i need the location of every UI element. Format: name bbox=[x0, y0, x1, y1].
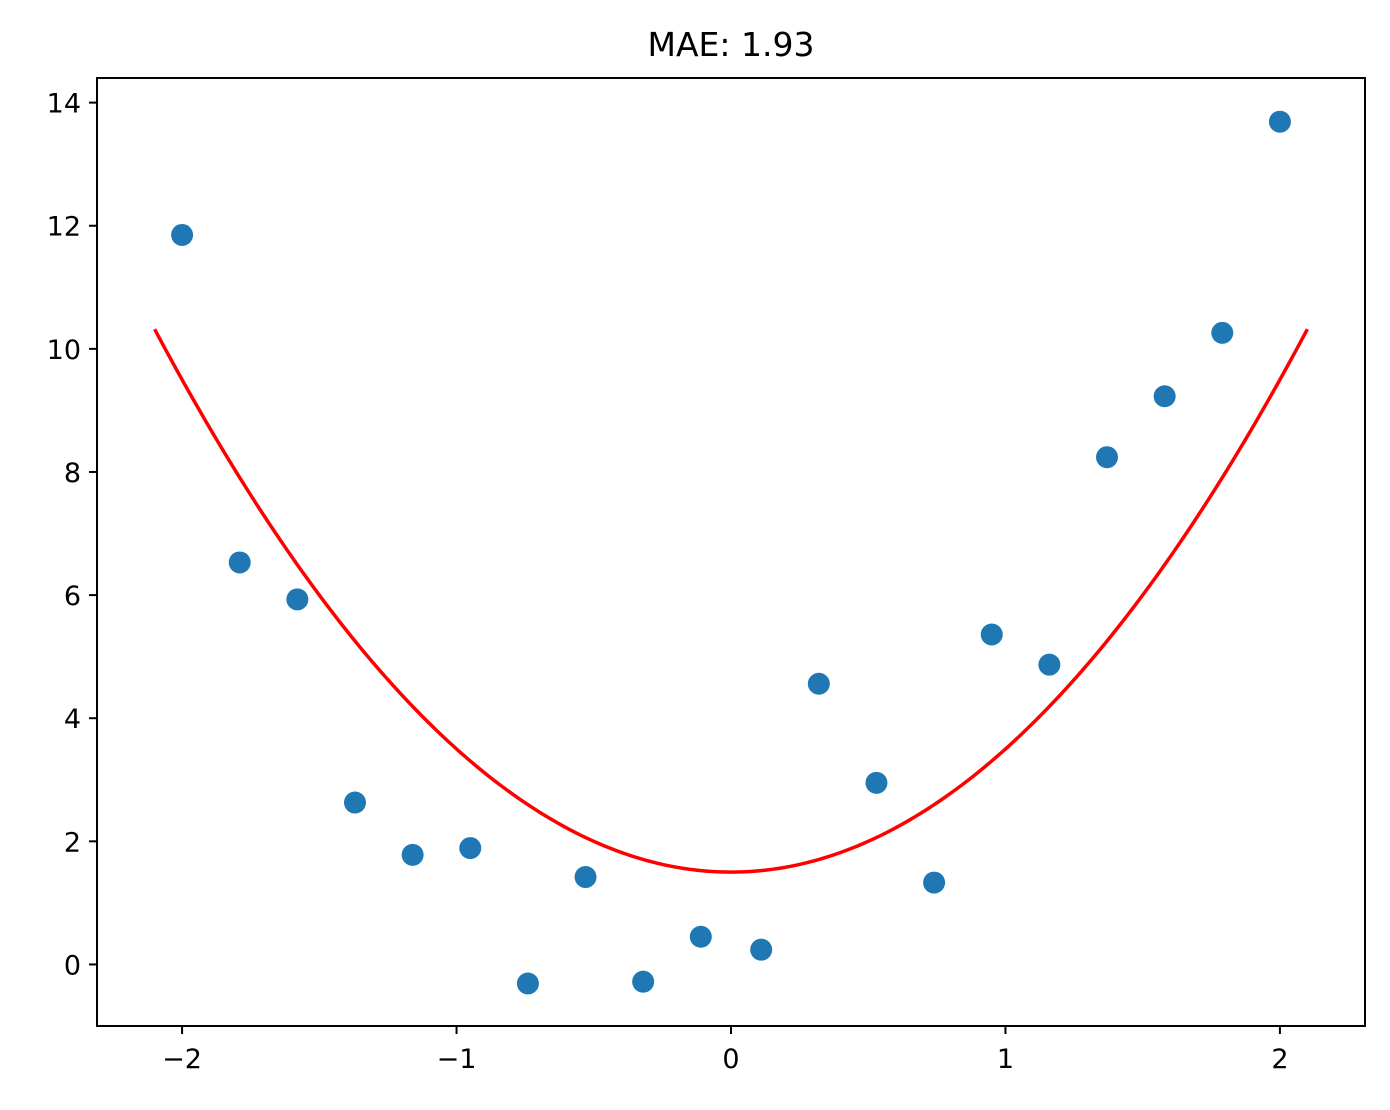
data-point bbox=[923, 871, 946, 894]
data-point bbox=[750, 938, 773, 961]
y-tick-label: 12 bbox=[47, 212, 81, 243]
y-tick-label: 2 bbox=[64, 827, 81, 858]
y-tick-label: 8 bbox=[64, 458, 81, 489]
data-point bbox=[632, 970, 655, 993]
data-point bbox=[171, 223, 194, 246]
x-tick-label: 0 bbox=[722, 1044, 739, 1075]
data-point bbox=[228, 551, 251, 574]
data-point bbox=[689, 925, 712, 948]
data-point bbox=[1096, 446, 1119, 469]
plot-area bbox=[153, 110, 1309, 995]
y-axis: 0 2 4 6 8 10 12 14 bbox=[47, 89, 97, 981]
data-point bbox=[574, 866, 597, 889]
data-point bbox=[980, 623, 1003, 646]
data-point bbox=[286, 588, 309, 611]
x-axis: −2 −1 0 1 2 bbox=[162, 1026, 1289, 1075]
data-point bbox=[1211, 321, 1234, 344]
data-point bbox=[401, 843, 424, 866]
x-tick-label: 2 bbox=[1271, 1044, 1288, 1075]
y-tick-label: 6 bbox=[64, 581, 81, 612]
data-point bbox=[1153, 385, 1176, 408]
chart-title: MAE: 1.93 bbox=[648, 25, 815, 64]
fit-curve bbox=[153, 328, 1309, 874]
data-point bbox=[459, 837, 482, 860]
data-point bbox=[1268, 110, 1291, 133]
x-tick-label: −2 bbox=[162, 1044, 202, 1075]
y-tick-label: 4 bbox=[64, 704, 81, 735]
data-point bbox=[343, 791, 366, 814]
y-tick-label: 14 bbox=[47, 89, 81, 120]
data-point bbox=[1038, 653, 1061, 676]
data-point bbox=[865, 771, 888, 794]
y-tick-label: 10 bbox=[47, 335, 81, 366]
y-tick-label: 0 bbox=[64, 950, 81, 981]
x-tick-label: 1 bbox=[997, 1044, 1014, 1075]
x-tick-label: −1 bbox=[437, 1044, 477, 1075]
data-point bbox=[516, 972, 539, 995]
data-point bbox=[807, 672, 830, 695]
